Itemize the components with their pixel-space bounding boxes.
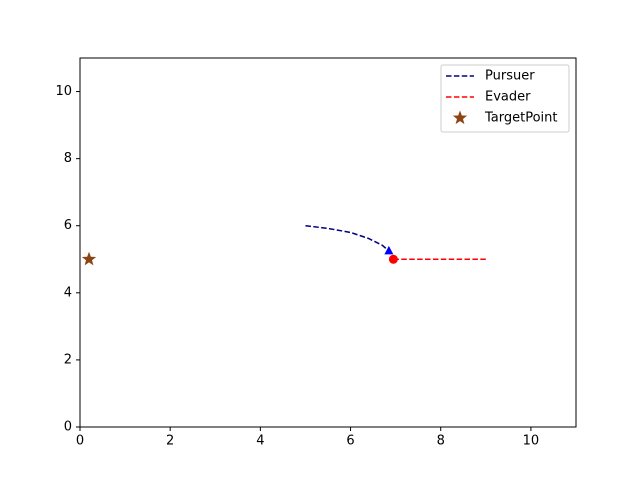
- legend-label: TargetPoint: [484, 111, 558, 126]
- y-tick-label: 6: [64, 218, 72, 233]
- legend-box: [440, 64, 570, 133]
- y-tick-label: 0: [64, 420, 72, 435]
- x-tick-label: 2: [166, 434, 174, 449]
- x-tick-label: 10: [523, 434, 540, 449]
- y-tick-label: 10: [55, 84, 72, 99]
- y-tick-label: 8: [64, 151, 72, 166]
- x-tick-label: 4: [256, 434, 264, 449]
- star-marker: [81, 251, 97, 266]
- series-line: [305, 224, 390, 252]
- x-tick-label: 6: [346, 434, 354, 449]
- y-tick-label: 4: [64, 285, 72, 300]
- legend-label: Pursuer: [485, 69, 535, 84]
- x-tick-label: 8: [437, 434, 445, 449]
- legend-marker: [452, 110, 468, 125]
- end-marker: [388, 254, 398, 264]
- y-tick-label: 2: [64, 352, 72, 367]
- plot-frame: [79, 57, 577, 428]
- end-marker: [384, 245, 394, 255]
- legend-label: Evader: [485, 90, 531, 105]
- x-tick-label: 0: [76, 434, 84, 449]
